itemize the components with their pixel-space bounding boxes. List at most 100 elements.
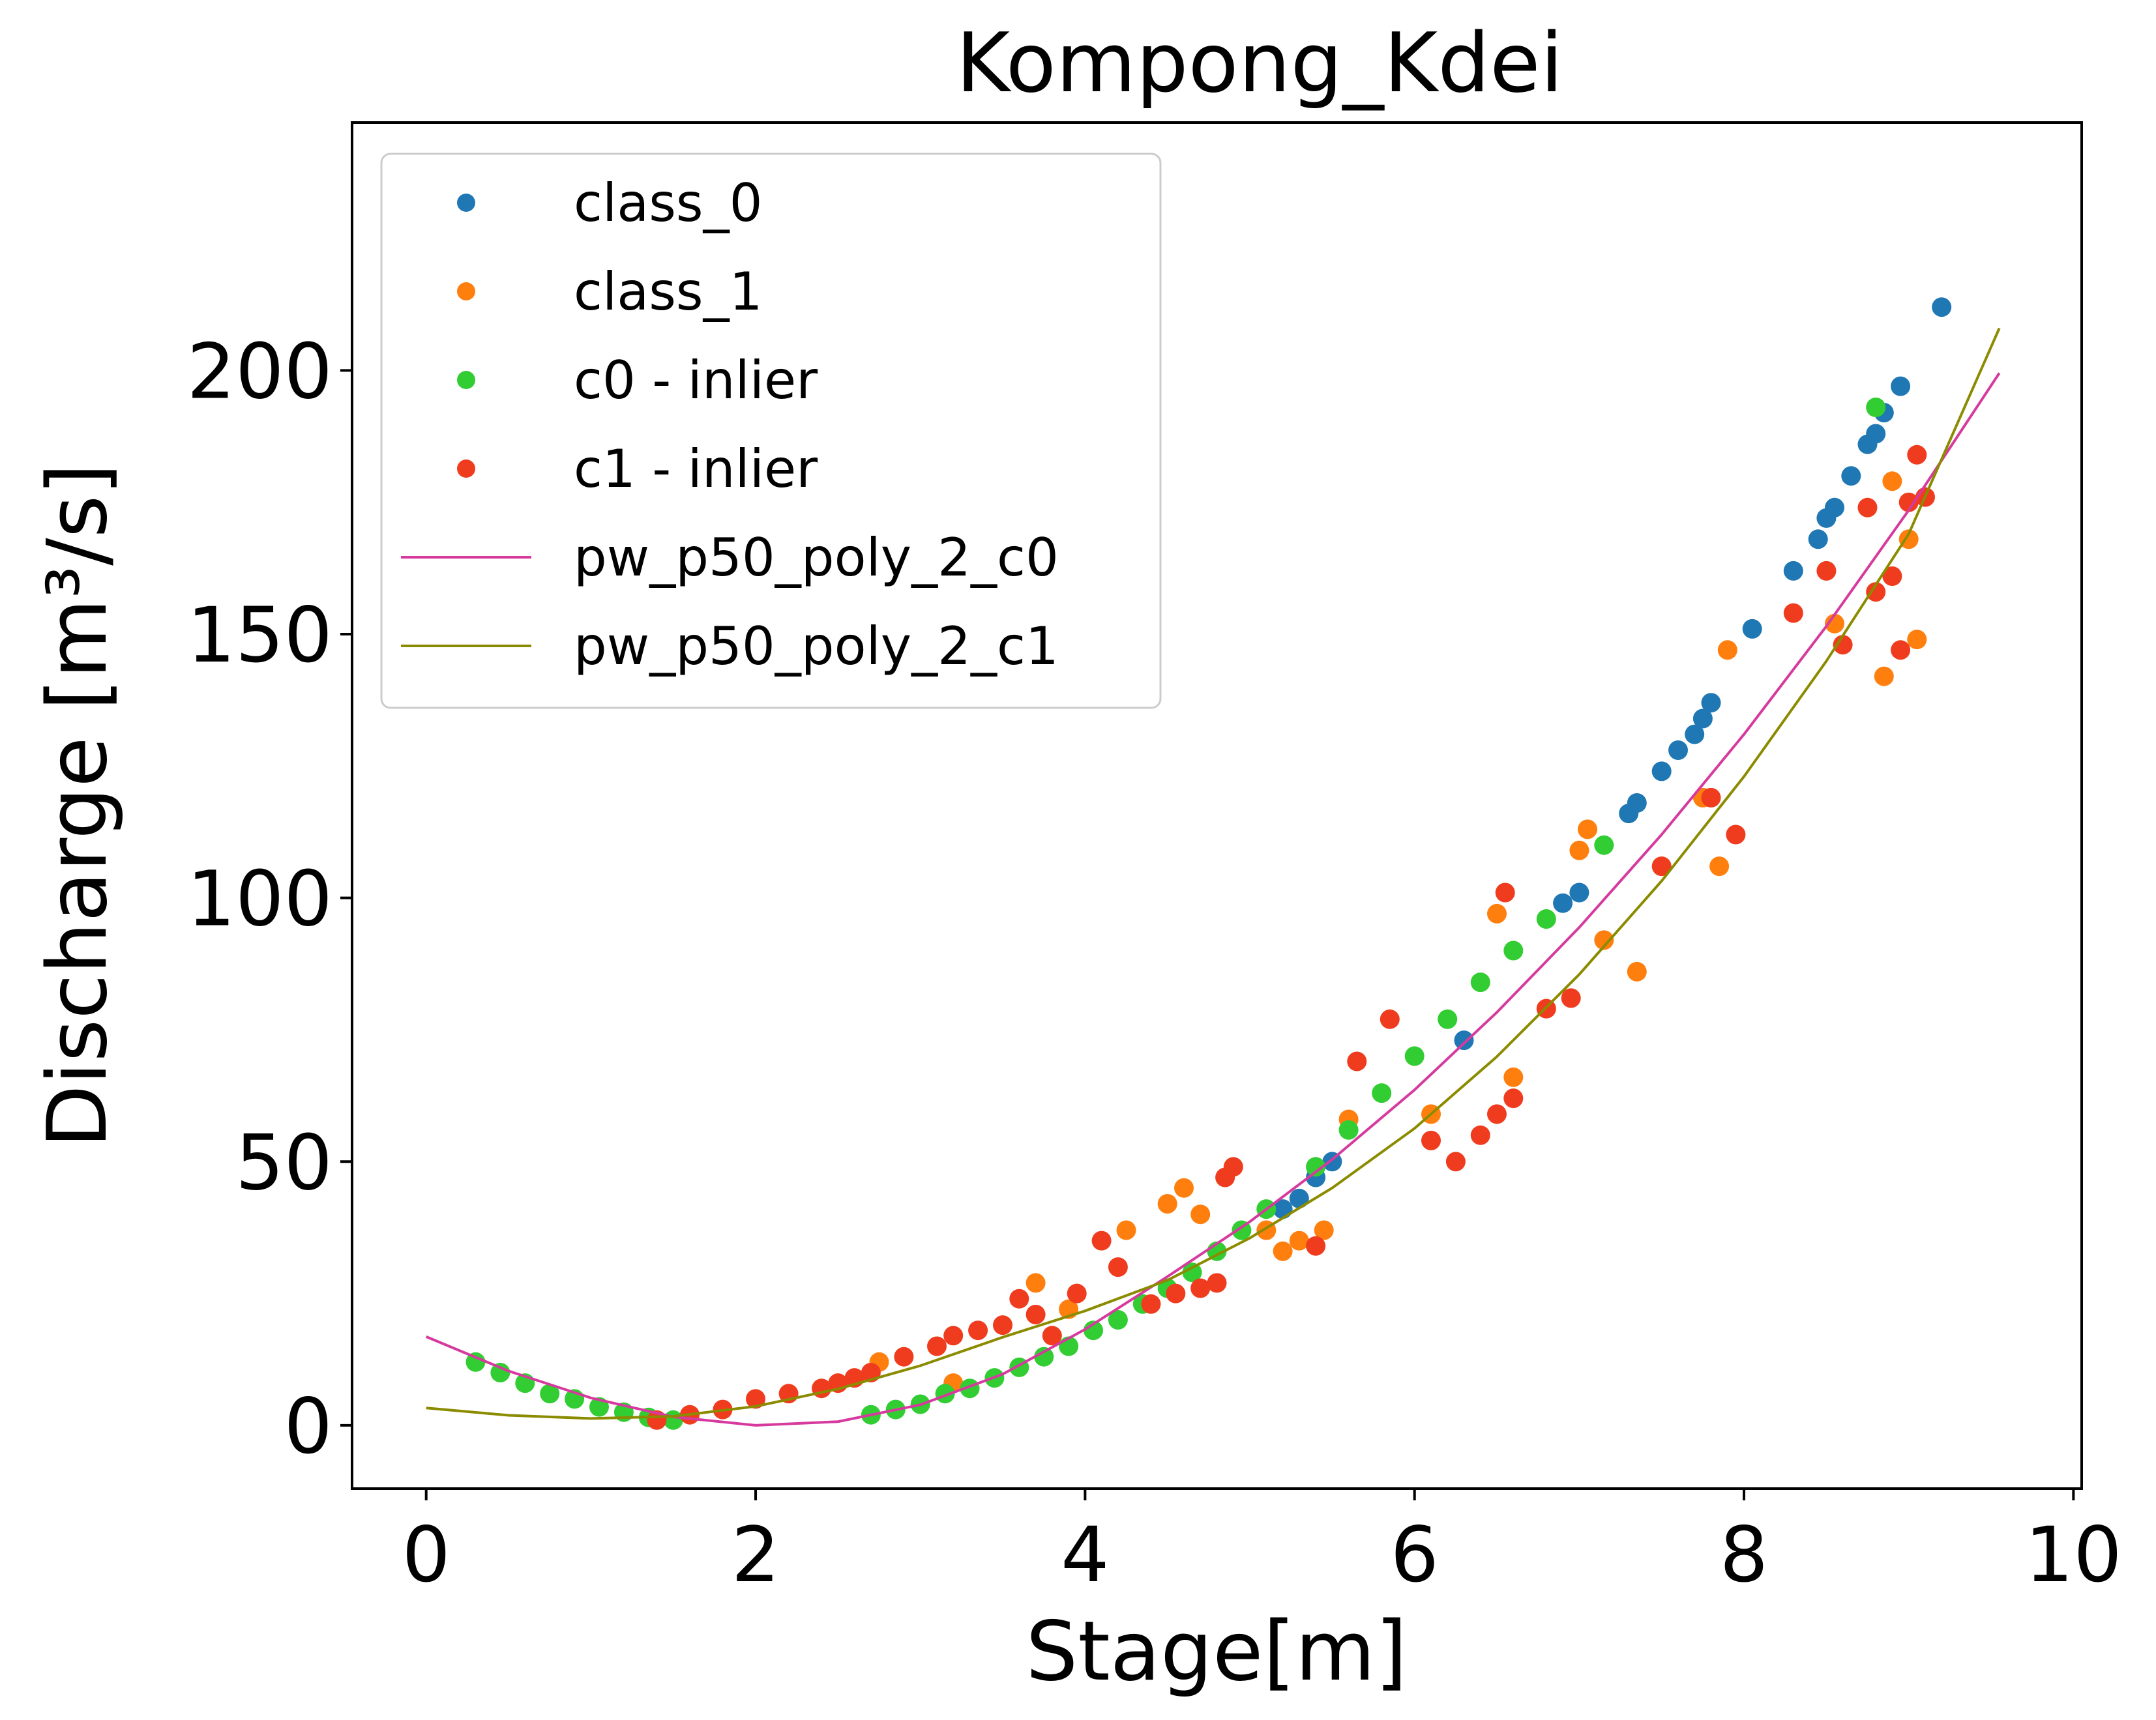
point-class-0	[1866, 424, 1886, 444]
legend-box	[380, 153, 1162, 709]
point-c1-inlier	[1347, 1051, 1367, 1071]
legend-label-class-0: class_0	[574, 173, 763, 233]
y-tick-label: 100	[187, 854, 332, 944]
point-class-1	[1289, 1231, 1309, 1251]
point-c1-inlier	[1561, 988, 1581, 1008]
point-class-1	[1825, 613, 1844, 634]
point-c1-inlier	[1701, 787, 1721, 808]
point-c0-inlier	[1536, 909, 1556, 929]
point-class-0	[1701, 693, 1721, 713]
legend-marker-c0-inlier	[457, 371, 475, 389]
point-c1-inlier	[1866, 582, 1886, 602]
point-class-1	[1190, 1204, 1211, 1225]
point-c0-inlier	[1866, 398, 1886, 417]
legend-label-pw-p50-poly-2-c1: pw_p50_poly_2_c1	[574, 616, 1059, 677]
point-class-0	[1553, 893, 1573, 913]
point-c1-inlier	[1651, 856, 1672, 877]
point-c0-inlier	[1338, 1120, 1359, 1140]
point-c0-inlier	[1034, 1347, 1054, 1367]
point-c0-inlier	[1372, 1083, 1392, 1103]
point-class-0	[1668, 740, 1688, 760]
y-tick-label: 200	[187, 327, 332, 416]
legend-label-class-1: class_1	[574, 261, 763, 322]
y-tick-label: 0	[284, 1382, 332, 1471]
point-class-1	[1874, 666, 1894, 686]
point-c0-inlier	[1084, 1320, 1103, 1341]
y-tick-label: 150	[187, 590, 332, 680]
point-c0-inlier	[1594, 835, 1614, 855]
point-c0-inlier	[1503, 940, 1524, 961]
point-c1-inlier	[1487, 1104, 1507, 1124]
y-tick-label: 50	[235, 1118, 332, 1207]
point-class-0	[1569, 882, 1589, 903]
point-class-0	[1692, 708, 1713, 729]
x-tick-label: 8	[1720, 1510, 1768, 1599]
point-class-1	[1717, 640, 1737, 660]
point-c1-inlier	[1166, 1283, 1186, 1304]
point-class-0	[1783, 561, 1803, 581]
x-axis-label: Stage[m]	[1026, 1603, 1407, 1699]
point-class-1	[1174, 1178, 1194, 1198]
point-class-1	[1314, 1220, 1334, 1240]
y-axis-label: Discharge [m³/s]	[29, 463, 125, 1148]
point-class-1	[1503, 1067, 1524, 1087]
point-c1-inlier	[1503, 1088, 1524, 1109]
point-c1-inlier	[1495, 882, 1515, 903]
x-tick-label: 10	[2025, 1510, 2122, 1599]
point-class-1	[1882, 471, 1902, 491]
point-c0-inlier	[1470, 972, 1490, 993]
point-c1-inlier	[1857, 497, 1878, 517]
series-line-pw-p50-poly-2-c0	[425, 372, 2001, 1427]
x-tick-label: 2	[731, 1510, 780, 1599]
legend-marker-class-1	[457, 282, 475, 300]
point-c1-inlier	[1891, 640, 1911, 660]
point-class-1	[1898, 529, 1919, 549]
point-c1-inlier	[746, 1389, 765, 1409]
point-c1-inlier	[1882, 566, 1902, 586]
point-c1-inlier	[1833, 635, 1853, 655]
point-class-0	[1808, 529, 1828, 549]
point-class-0	[1932, 297, 1952, 317]
point-c1-inlier	[1067, 1283, 1087, 1304]
point-c0-inlier	[1438, 1009, 1458, 1029]
point-class-0	[1891, 376, 1911, 396]
point-class-1	[1157, 1194, 1177, 1214]
point-c1-inlier	[1898, 492, 1919, 512]
point-c1-inlier	[1009, 1289, 1029, 1309]
point-class-0	[1651, 761, 1672, 781]
point-class-1	[1709, 856, 1730, 877]
legend-label-c0-inlier: c0 - inlier	[574, 350, 818, 411]
point-class-0	[1825, 497, 1844, 517]
point-c1-inlier	[993, 1315, 1012, 1335]
point-c1-inlier	[1726, 824, 1746, 845]
point-c1-inlier	[927, 1336, 947, 1356]
point-c0-inlier	[490, 1363, 510, 1382]
legend-label-c1-inlier: c1 - inlier	[574, 439, 818, 499]
point-c1-inlier	[1421, 1130, 1441, 1150]
legend-marker-class-0	[457, 194, 475, 212]
legend-marker-c1-inlier	[457, 459, 475, 478]
point-c1-inlier	[1783, 603, 1803, 623]
legend: class_0 class_1 c0 - inlier c1 - inlier pw_p…	[380, 153, 1162, 709]
point-c0-inlier	[1182, 1262, 1202, 1283]
point-class-1	[1594, 930, 1614, 950]
legend-label-pw-p50-poly-2-c0: pw_p50_poly_2_c0	[574, 527, 1059, 588]
point-c1-inlier	[1445, 1152, 1466, 1172]
point-c1-inlier	[1816, 561, 1837, 581]
point-c1-inlier	[1042, 1326, 1062, 1346]
point-c1-inlier	[943, 1326, 964, 1346]
point-class-0	[1289, 1188, 1309, 1208]
point-class-1	[1569, 840, 1589, 860]
point-c1-inlier	[1223, 1157, 1243, 1177]
point-class-0	[1627, 793, 1647, 813]
point-c1-inlier	[1380, 1009, 1400, 1029]
point-c1-inlier	[1026, 1304, 1046, 1324]
point-c0-inlier	[465, 1352, 486, 1372]
point-class-0	[1454, 1030, 1474, 1051]
point-c1-inlier	[1207, 1273, 1227, 1293]
point-c1-inlier	[1141, 1294, 1161, 1314]
point-class-0	[1742, 619, 1762, 639]
plot-frame	[351, 121, 2083, 1490]
point-c1-inlier	[894, 1347, 914, 1367]
